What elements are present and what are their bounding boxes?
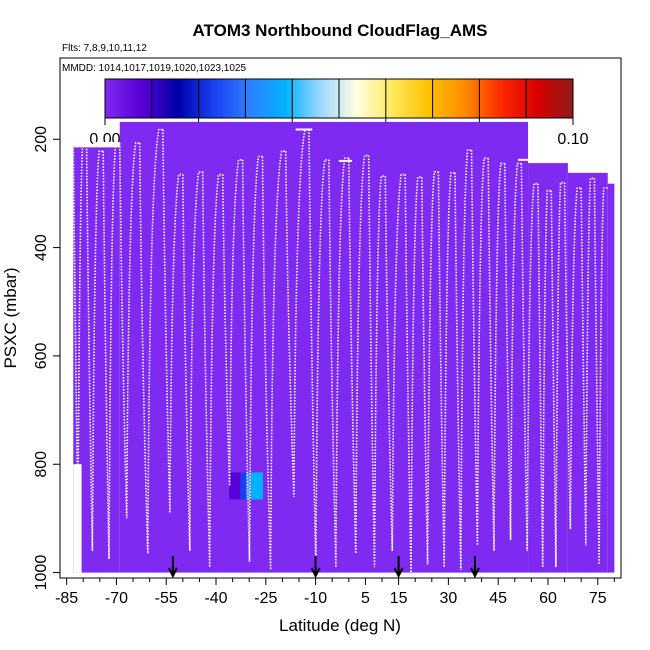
y-tick-label: 400 xyxy=(33,234,50,261)
profile-segment xyxy=(454,149,472,570)
x-tick-label: 30 xyxy=(439,590,457,607)
marker-arrow-head xyxy=(470,567,480,579)
profile-segment xyxy=(470,150,489,546)
profile-segment xyxy=(119,142,140,519)
colorbar-tick-label: 0.10 xyxy=(557,131,588,148)
x-axis: -85 -70 -55 -40 -25 -10 5 15 30 45 60 75 xyxy=(55,578,615,607)
field-block xyxy=(528,163,568,573)
x-tick-label: -85 xyxy=(55,590,78,607)
marker-arrow-head xyxy=(393,567,404,579)
field-block xyxy=(607,183,615,573)
profile-segment xyxy=(241,155,263,562)
profile-segment xyxy=(138,128,163,554)
x-tick-label: 15 xyxy=(390,590,408,607)
y-tick-label: 1000 xyxy=(33,555,50,591)
x-tick-label: 5 xyxy=(361,590,370,607)
hotspot-cell xyxy=(234,472,241,500)
profile-segment xyxy=(421,171,439,565)
x-tick-label: 75 xyxy=(589,590,607,607)
profile-segment xyxy=(487,158,505,551)
x-tick-label: 45 xyxy=(489,590,507,607)
hotspot-cell xyxy=(251,472,258,500)
x-tick-label: -40 xyxy=(204,590,227,607)
profile-segment xyxy=(384,173,406,551)
x-tick-label: -70 xyxy=(105,590,128,607)
y-tick-label: 200 xyxy=(33,126,50,153)
field-gap xyxy=(73,464,82,573)
marker-arrows xyxy=(167,556,480,579)
chart-title: ATOM3 Northbound CloudFlag_AMS xyxy=(193,21,488,40)
x-tick-label: -25 xyxy=(254,590,277,607)
profile-segment xyxy=(182,171,203,551)
y-tick-label: 600 xyxy=(33,342,50,369)
colorbar-tick-label: 0.00 xyxy=(89,131,120,148)
hotspot-cell xyxy=(229,472,236,500)
plot-frame xyxy=(59,57,622,579)
profile-segment xyxy=(404,174,422,573)
y-axis-label: PSXC (mbar) xyxy=(1,267,20,368)
dates-label: MMDD: 1014,1017,1019,1020,1023,1025 xyxy=(62,63,246,74)
profile-segment xyxy=(437,171,455,568)
x-tick-label: 60 xyxy=(539,590,557,607)
hotspot-cell xyxy=(240,472,247,500)
profile-segment xyxy=(580,177,595,546)
flights-label: Flts: 7,8,9,10,11,12 xyxy=(62,43,147,54)
profile-segment xyxy=(102,142,120,560)
profile-segment xyxy=(520,163,538,551)
x-tick-label: -55 xyxy=(155,590,178,607)
profile-segment xyxy=(563,182,582,530)
profile-segment xyxy=(367,155,386,568)
field-block xyxy=(119,121,529,573)
flight-profiles xyxy=(72,128,608,573)
profile-segment xyxy=(85,145,104,551)
profile-segment xyxy=(550,181,565,568)
profile-segment xyxy=(504,162,522,541)
x-axis-label: Latitude (deg N) xyxy=(279,616,401,635)
marker-arrow-head xyxy=(310,567,321,579)
y-axis: 200 400 600 800 1000 xyxy=(33,126,60,591)
y-tick-label: 800 xyxy=(33,451,50,478)
profile-segment xyxy=(328,157,349,568)
profile-segment xyxy=(284,128,309,497)
profile-segment xyxy=(162,129,183,514)
marker-arrow-head xyxy=(167,567,178,579)
x-tick-label: -10 xyxy=(304,590,327,607)
hotspot-cell xyxy=(245,472,252,500)
hotspot-cell xyxy=(256,472,263,500)
profile-segment xyxy=(72,145,87,519)
profile-segment xyxy=(221,159,243,486)
